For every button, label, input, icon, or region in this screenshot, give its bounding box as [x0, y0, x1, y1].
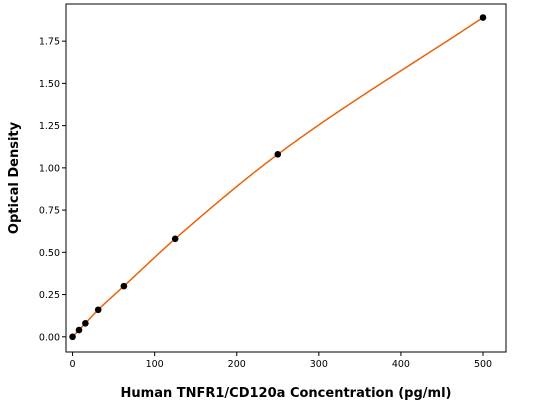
y-tick-label: 0.25 [39, 290, 60, 301]
fitted-curve-line [72, 16, 484, 338]
x-tick-label: 100 [146, 359, 164, 370]
data-point [75, 326, 83, 334]
data-point [82, 319, 89, 327]
data-point [171, 235, 179, 243]
y-axis-ticks: 0.00 0.25 0.50 0.75 1.00 1.25 1.50 1.75 [39, 37, 66, 343]
fitted-curve-layer [72, 16, 484, 338]
y-tick-label: 1.50 [39, 79, 60, 90]
y-tick-label: 1.75 [39, 37, 60, 48]
x-axis-ticks: 0 100 200 300 400 500 [70, 352, 492, 370]
x-axis-label: Human TNFR1/CD120a Concentration (pg/ml) [121, 386, 452, 400]
x-tick-label: 300 [310, 359, 328, 370]
x-tick-label: 400 [392, 359, 410, 370]
data-point [479, 14, 487, 21]
data-point [69, 333, 76, 341]
y-tick-label: 1.25 [39, 121, 60, 132]
y-tick-label: 0.50 [39, 248, 60, 259]
y-tick-label: 0.75 [39, 206, 60, 217]
data-points-layer [69, 14, 487, 341]
y-tick-label: 0.00 [39, 332, 60, 343]
x-tick-label: 0 [70, 359, 76, 370]
y-axis-label: Optical Density [7, 121, 22, 234]
x-tick-label: 200 [228, 359, 246, 370]
data-point [120, 282, 128, 290]
data-point [94, 306, 102, 314]
plot-frame [65, 3, 507, 353]
data-point [274, 151, 282, 158]
x-tick-label: 500 [474, 359, 492, 370]
y-tick-label: 1.00 [39, 163, 60, 174]
